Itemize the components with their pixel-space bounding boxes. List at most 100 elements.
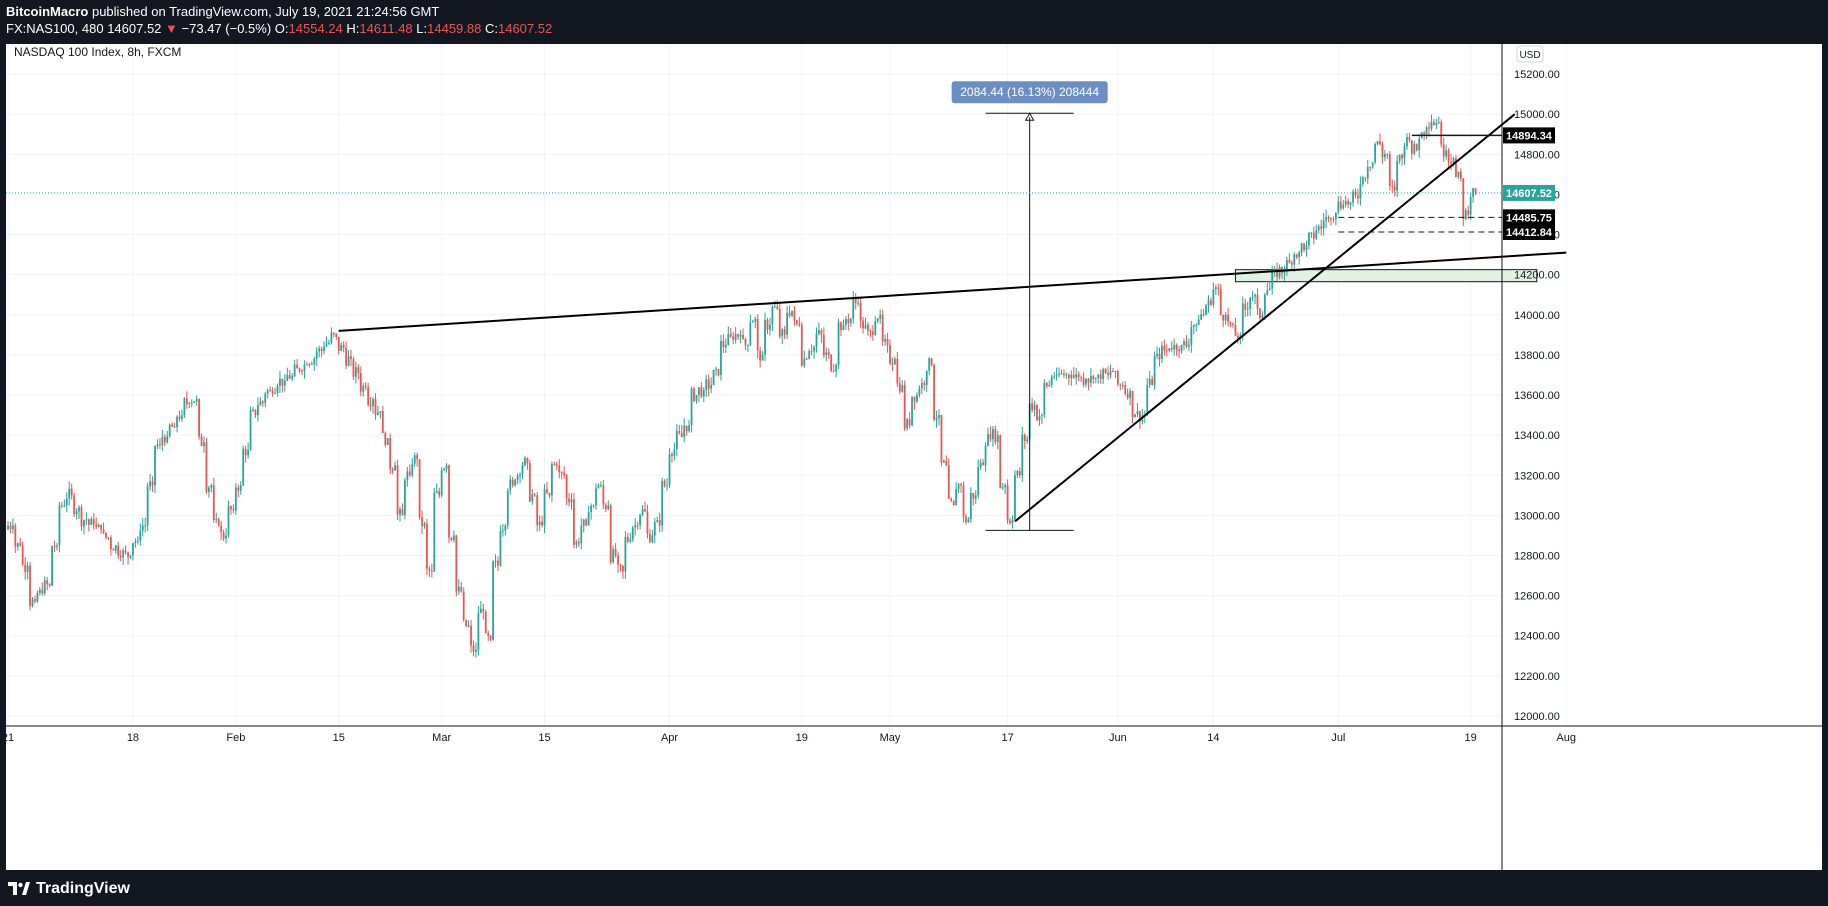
candle [173, 422, 176, 428]
chart-area[interactable]: 2084.44 (16.13%) 208444 NASDAQ 100 Index… [2, 44, 1822, 870]
tradingview-logo[interactable]: TradingView [8, 880, 130, 898]
candle-body [1452, 158, 1455, 164]
candle-body [362, 385, 365, 392]
candle [1165, 344, 1168, 357]
publisher-name[interactable]: BitcoinMacro [6, 4, 89, 19]
candle-body [563, 472, 566, 476]
candle [497, 556, 499, 571]
candle [176, 415, 178, 433]
candle-body [261, 401, 264, 404]
candle-body [225, 535, 227, 539]
candle [845, 316, 847, 330]
time-axis[interactable]: 21 18 Feb 15 Mar 15 Apr 19 May 17 Jun 14 Jul 19 Aug [2, 725, 1822, 744]
candle [139, 523, 142, 546]
candle-body [617, 555, 619, 565]
candle-body [19, 543, 22, 546]
candle [666, 478, 668, 491]
candle-body [1315, 230, 1318, 239]
candle [310, 361, 313, 366]
candle [769, 317, 771, 336]
candle-body [271, 391, 274, 394]
candle-body [668, 454, 671, 486]
candle [1381, 141, 1384, 164]
candle [967, 517, 970, 523]
support-zone-rect[interactable] [1234, 269, 1538, 283]
candle-body [1210, 300, 1212, 305]
candle [26, 561, 29, 580]
candle [68, 481, 71, 506]
candle [46, 576, 49, 591]
support-trend-line[interactable] [1014, 113, 1516, 523]
candle [472, 640, 475, 657]
candle [705, 374, 708, 397]
candle-body [404, 480, 406, 516]
candle [190, 399, 193, 408]
candle [903, 380, 906, 432]
candle [239, 481, 242, 495]
candle [1087, 377, 1090, 391]
currency-button[interactable]: USD [1516, 45, 1544, 63]
candle-body [1165, 350, 1168, 352]
support-zone[interactable] [1234, 269, 1538, 283]
candle-body [1339, 201, 1342, 209]
candle-body [1457, 171, 1460, 177]
candle-body [193, 401, 196, 403]
candle-body [1006, 485, 1009, 521]
candle-body [1342, 204, 1345, 209]
candle [685, 425, 688, 436]
candle-body [901, 385, 904, 392]
candle-body [592, 505, 595, 507]
candle [938, 409, 940, 426]
candle-body [1474, 188, 1477, 193]
y-tick-label: 13000.00 [1514, 510, 1560, 522]
candle [14, 523, 17, 553]
price-label-text: 14607.52 [1506, 188, 1552, 200]
candle [742, 328, 744, 340]
measure-arrow-icon [1024, 112, 1035, 121]
candle-body [83, 520, 85, 527]
resistance-trend-line[interactable] [338, 251, 1567, 332]
candle [136, 536, 139, 545]
candle-body [195, 399, 198, 402]
candle-body [786, 312, 788, 335]
candle-body [347, 356, 350, 366]
candle-body [754, 318, 757, 322]
candle [70, 483, 73, 500]
candle-body [766, 319, 769, 330]
candle-body [531, 494, 534, 502]
candle [805, 357, 808, 360]
candle [1053, 371, 1056, 380]
candle [558, 459, 561, 479]
candle-body [1308, 232, 1310, 246]
candle-body [389, 438, 392, 470]
candle-body [320, 348, 323, 351]
candle-body [898, 383, 901, 392]
candle-body [1170, 348, 1173, 350]
candle [413, 452, 416, 467]
candle-body [852, 298, 855, 319]
candle [624, 531, 627, 579]
candle-body [999, 435, 1002, 488]
candle-body [1114, 370, 1117, 372]
price-axis[interactable]: 12000.00 12200.00 12400.00 12600.00 12800.00… [1501, 44, 1560, 870]
candle-body [818, 330, 820, 334]
candle-body [1018, 470, 1021, 476]
candle-body [293, 364, 296, 376]
x-tick-label: 17 [1001, 732, 1013, 744]
price-chart[interactable]: 2084.44 (16.13%) 208444 NASDAQ 100 Index… [2, 44, 1822, 870]
y-tick-label: 13600.00 [1514, 390, 1560, 402]
chart-drawings[interactable]: 2084.44 (16.13%) 208444 [6, 81, 1567, 531]
candle-body [1393, 186, 1396, 191]
candle-body [734, 334, 737, 340]
candle [7, 521, 9, 531]
candle-body [372, 399, 374, 407]
candle-body [308, 363, 311, 365]
candle-body [560, 472, 563, 474]
candle [744, 337, 747, 351]
candle-body [247, 450, 249, 456]
candle-body [1190, 327, 1193, 345]
candle [9, 521, 12, 534]
candle-body [465, 619, 468, 626]
candle-body [1386, 154, 1389, 156]
candle-body [215, 519, 218, 521]
